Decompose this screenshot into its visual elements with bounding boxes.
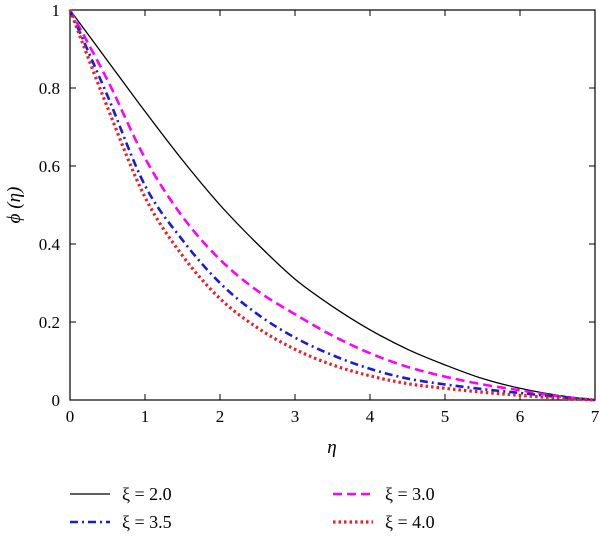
- series-line-0: [69, 9, 596, 401]
- y-tick-label: 0.8: [39, 79, 60, 98]
- plot-frame: [69, 9, 596, 401]
- x-tick-label: 6: [516, 407, 525, 426]
- series-line-1: [68, 9, 596, 402]
- legend-label-3: ξ = 4.0: [385, 512, 435, 532]
- x-tick-label: 0: [66, 407, 75, 426]
- x-tick-label: 7: [591, 407, 600, 426]
- x-tick-label: 2: [216, 407, 225, 426]
- x-tick-label: 3: [291, 407, 300, 426]
- legend-label-1: ξ = 3.0: [385, 484, 435, 504]
- x-tick-label: 5: [441, 407, 450, 426]
- x-tick-label: 4: [366, 407, 375, 426]
- y-axis-label: ϕ (η): [4, 187, 25, 224]
- y-tick-label: 0: [52, 391, 61, 410]
- series-line-3: [68, 9, 596, 402]
- y-tick-label: 1: [52, 1, 61, 20]
- x-axis-label: η: [327, 437, 336, 458]
- y-tick-label: 0.6: [39, 157, 60, 176]
- series-line-2: [68, 9, 596, 402]
- legend-label-0: ξ = 2.0: [122, 484, 172, 504]
- axis-ticks: 0 1 2 3 4 5 6 7 0 0.2 0.4 0.6 0.8 1: [39, 1, 600, 426]
- legend-label-2: ξ = 3.5: [122, 512, 172, 532]
- x-tick-label: 1: [141, 407, 150, 426]
- y-tick-label: 0.2: [39, 313, 60, 332]
- series-lines: [68, 9, 596, 402]
- legend: ξ = 2.0 ξ = 3.0 ξ = 3.5 ξ = 4.0: [70, 484, 435, 532]
- y-tick-label: 0.4: [39, 235, 61, 254]
